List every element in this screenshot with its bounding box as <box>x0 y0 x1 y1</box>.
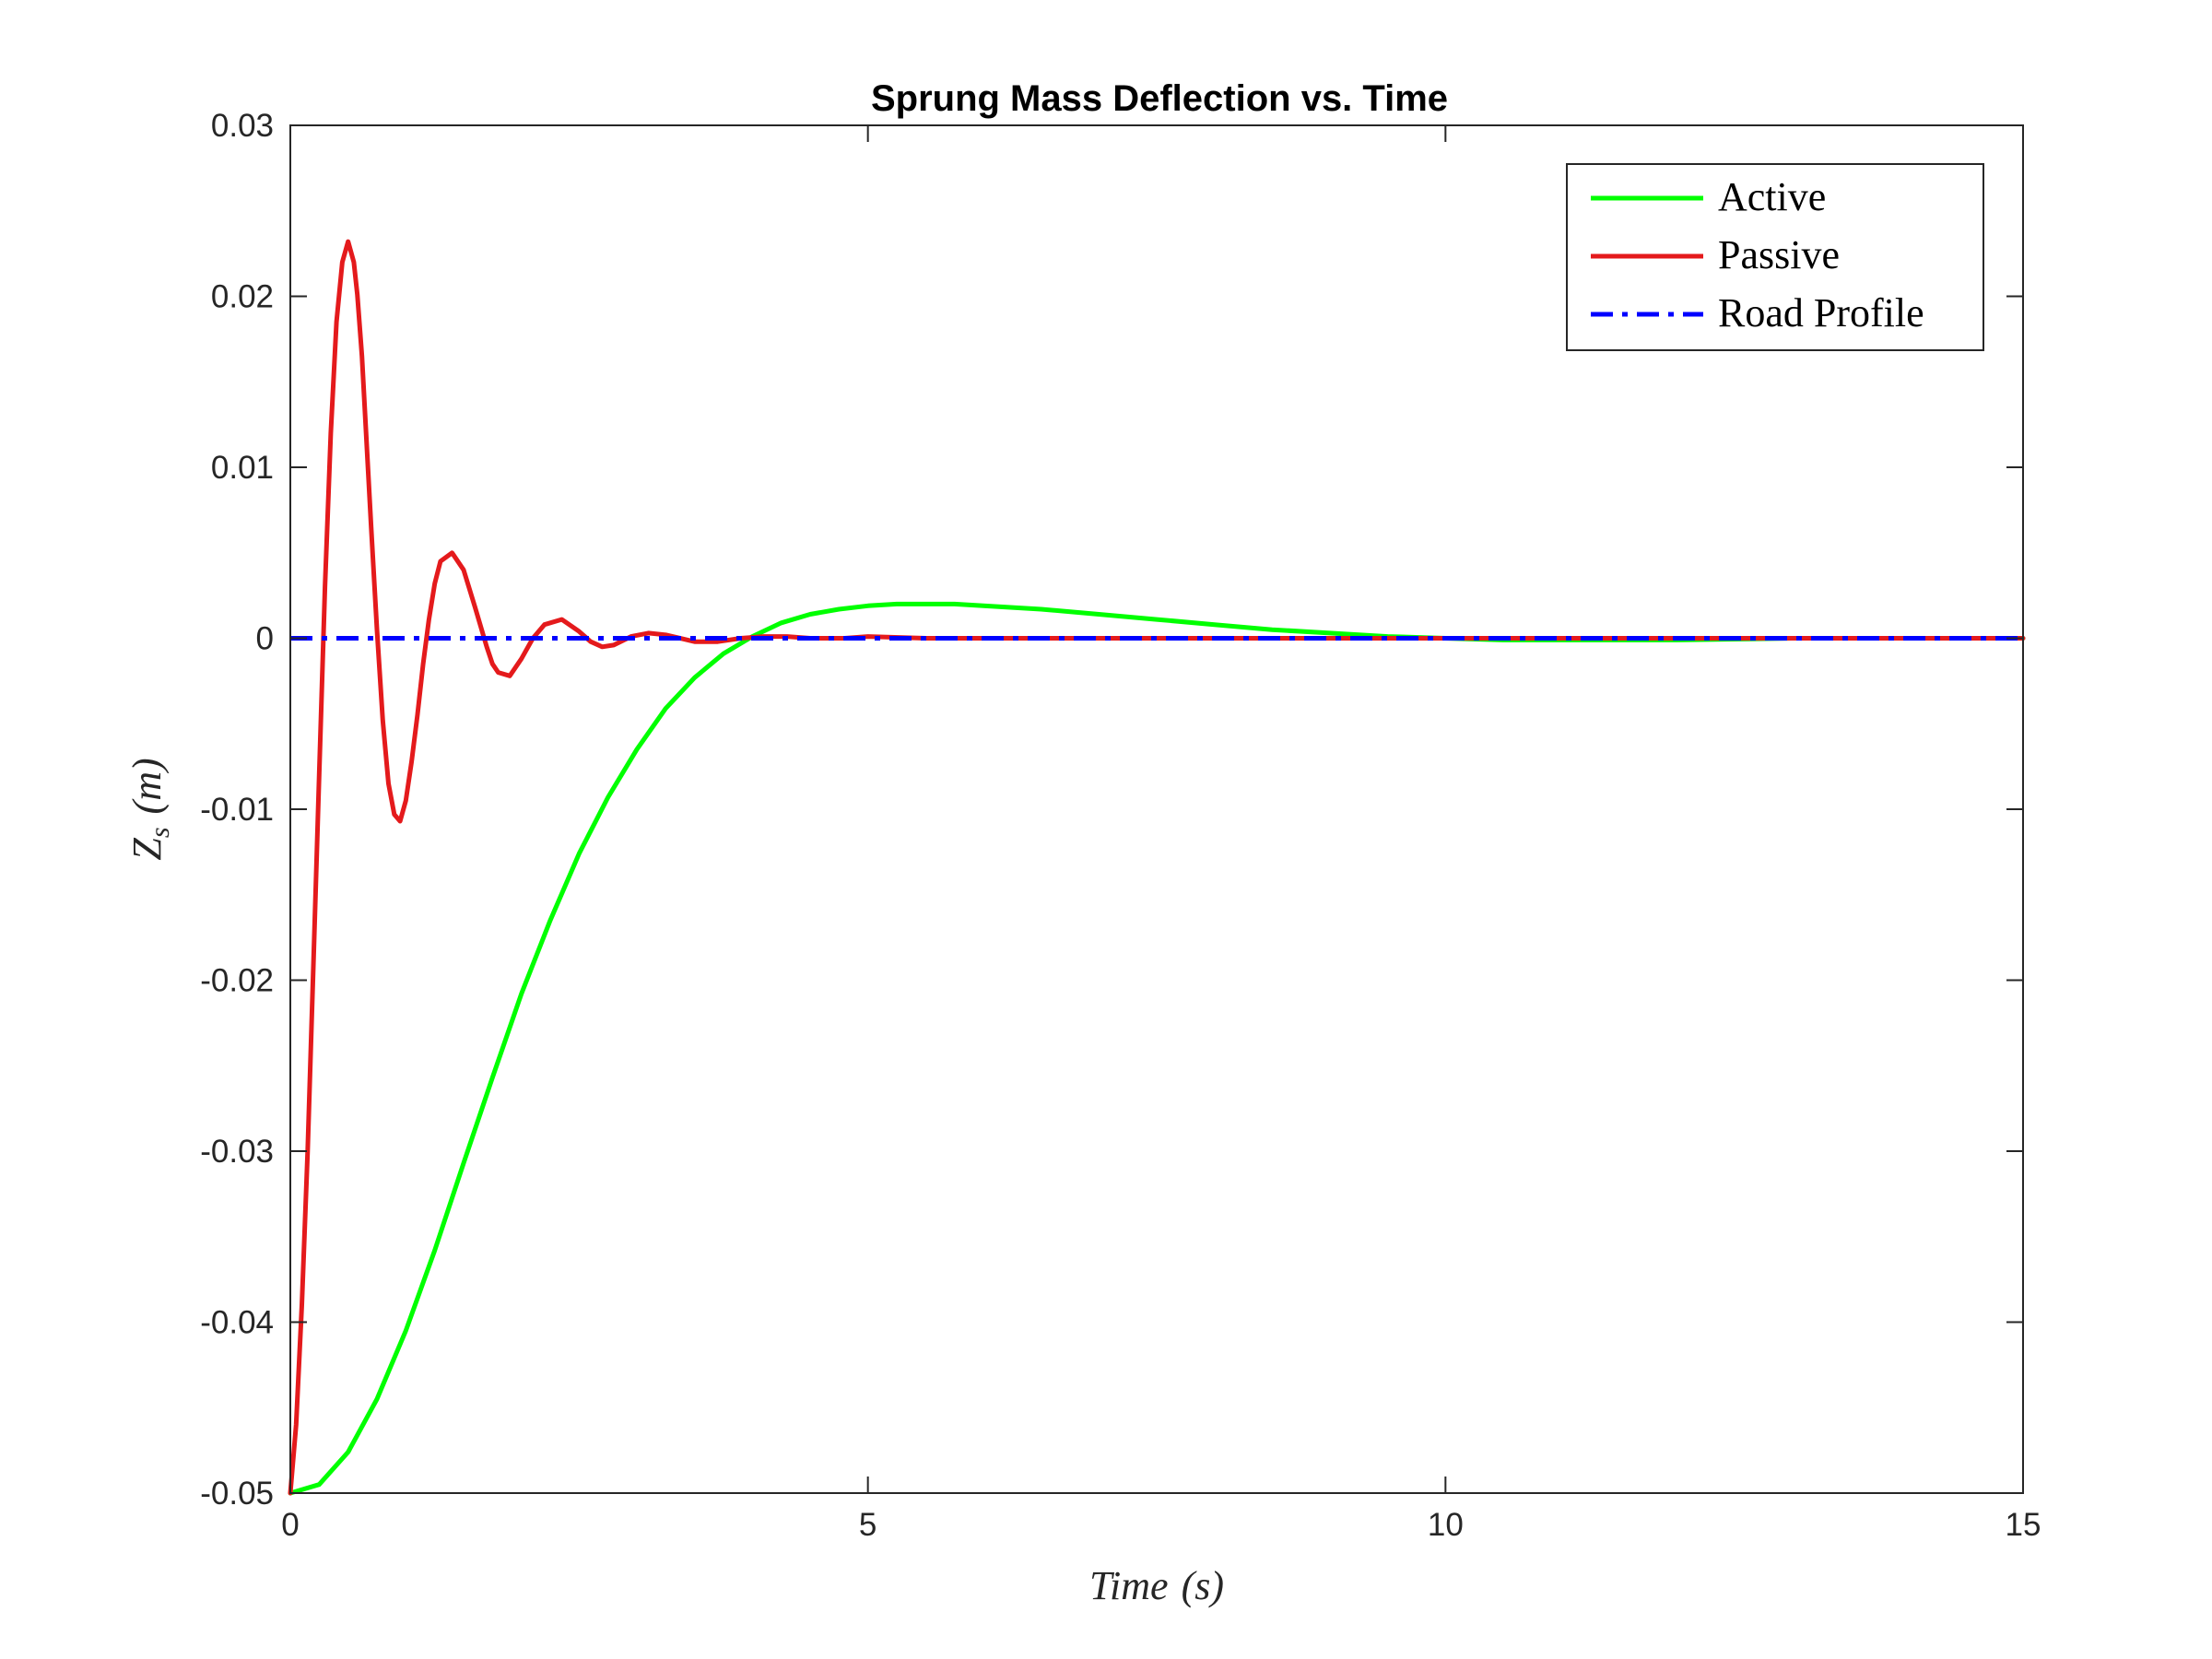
y-tick-label: -0.02 <box>200 963 274 999</box>
y-tick-label: -0.05 <box>200 1476 274 1512</box>
x-tick-label: 15 <box>2006 1507 2041 1543</box>
y-tick-label: 0.03 <box>211 108 274 144</box>
x-axis-label-main: Time <box>1089 1563 1169 1608</box>
legend-label-road-profile: Road Profile <box>1718 290 1924 335</box>
y-axis-label: Zs (m) <box>124 758 175 860</box>
chart-title: Sprung Mass Deflection vs. Time <box>871 78 1448 119</box>
x-tick-label: 5 <box>859 1507 877 1543</box>
y-tick-label: 0 <box>256 621 274 657</box>
x-axis-label: Time (s) <box>1089 1563 1224 1608</box>
y-axis-label-unit: (m) <box>124 758 170 814</box>
x-axis-label-unit: (s) <box>1182 1563 1224 1608</box>
y-tick-label: -0.03 <box>200 1134 274 1170</box>
legend-label-passive: Passive <box>1718 232 1840 277</box>
legend-label-active: Active <box>1718 174 1826 219</box>
y-axis-label-main: Z <box>124 838 170 861</box>
y-tick-label: -0.01 <box>200 792 274 828</box>
y-tick-label: 0.02 <box>211 279 274 315</box>
legend: Active Passive Road Profile <box>1566 163 1984 351</box>
plot-area <box>290 125 2023 1493</box>
series-layer <box>288 239 2026 1496</box>
y-axis-label-sub: s <box>145 827 175 838</box>
y-tick-label: -0.04 <box>200 1305 274 1341</box>
plot-frame <box>289 124 2024 1494</box>
x-tick-label: 10 <box>1428 1507 1464 1543</box>
x-tick-label: 0 <box>281 1507 299 1543</box>
tick-layer: 0 5 10 15 -0.05 -0.04 -0.03 -0.02 -0.01 0 0.01 0.02… <box>200 108 2041 1543</box>
y-tick-label: 0.01 <box>211 450 274 486</box>
